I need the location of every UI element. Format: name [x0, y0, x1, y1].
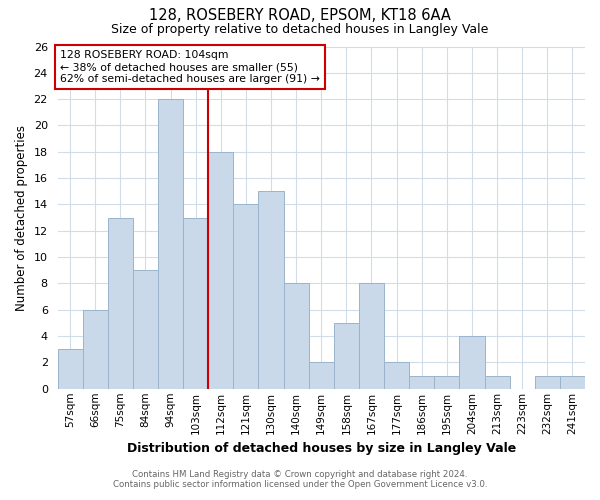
Bar [334, 323, 359, 389]
Bar [208, 152, 233, 389]
Bar [83, 310, 108, 389]
X-axis label: Distribution of detached houses by size in Langley Vale: Distribution of detached houses by size … [127, 442, 516, 455]
Bar [535, 376, 560, 389]
Text: Size of property relative to detached houses in Langley Vale: Size of property relative to detached ho… [112, 22, 488, 36]
Bar [133, 270, 158, 389]
Text: 128, ROSEBERY ROAD, EPSOM, KT18 6AA: 128, ROSEBERY ROAD, EPSOM, KT18 6AA [149, 8, 451, 22]
Bar [309, 362, 334, 389]
Bar [384, 362, 409, 389]
Bar [259, 192, 284, 389]
Bar [58, 350, 83, 389]
Bar [434, 376, 460, 389]
Bar [485, 376, 509, 389]
Bar [158, 99, 183, 389]
Bar [560, 376, 585, 389]
Bar [284, 284, 309, 389]
Bar [233, 204, 259, 389]
Bar [108, 218, 133, 389]
Bar [359, 284, 384, 389]
Bar [409, 376, 434, 389]
Bar [183, 218, 208, 389]
Y-axis label: Number of detached properties: Number of detached properties [15, 124, 28, 310]
Text: Contains HM Land Registry data © Crown copyright and database right 2024.
Contai: Contains HM Land Registry data © Crown c… [113, 470, 487, 489]
Bar [460, 336, 485, 389]
Text: 128 ROSEBERY ROAD: 104sqm
← 38% of detached houses are smaller (55)
62% of semi-: 128 ROSEBERY ROAD: 104sqm ← 38% of detac… [60, 50, 320, 84]
